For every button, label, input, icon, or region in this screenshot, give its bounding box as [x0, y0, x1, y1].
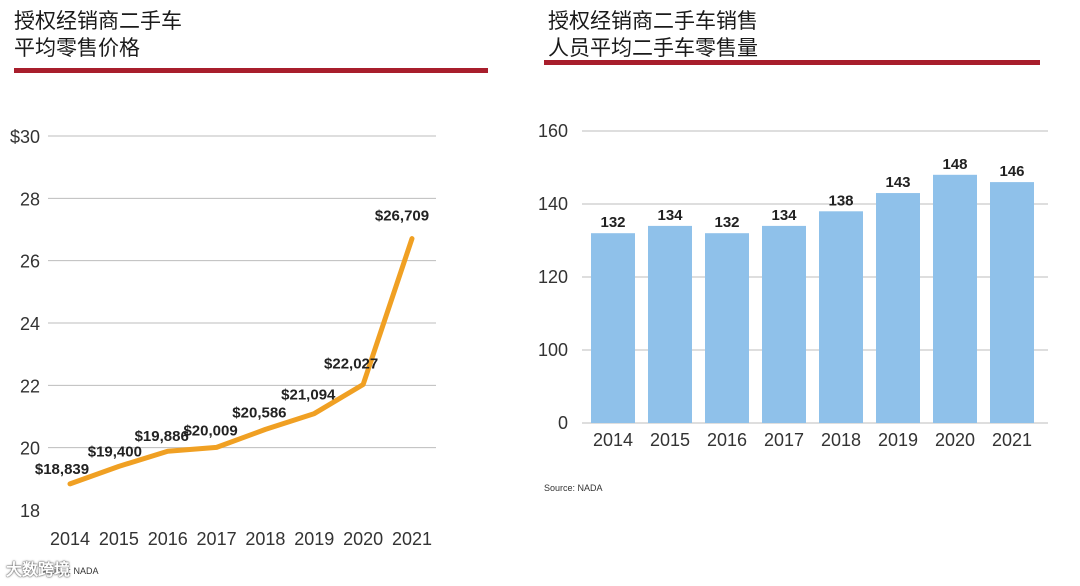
- right-data-label: 146: [999, 163, 1024, 180]
- right-chart-source: Source: NADA: [544, 483, 603, 493]
- right-data-label: 134: [657, 207, 683, 224]
- left-x-tick-label: 2017: [197, 529, 237, 549]
- left-data-label: $22,027: [324, 355, 378, 372]
- right-data-label: 134: [771, 207, 797, 224]
- right-y-tick-label: 120: [538, 267, 568, 287]
- left-data-point: [411, 238, 413, 240]
- right-chart-title: 授权经销商二手车销售 人员平均二手车零售量: [548, 8, 758, 62]
- left-data-label: $19,400: [88, 443, 142, 460]
- right-data-label: 148: [942, 156, 967, 173]
- right-bar: [762, 225, 806, 423]
- left-y-tick-label: 20: [20, 439, 40, 459]
- left-chart-title: 授权经销商二手车 平均零售价格: [14, 8, 182, 62]
- left-chart-panel: 授权经销商二手车 平均零售价格 18 20 22 24 26 28 $30 2014 2015 2…: [0, 0, 520, 586]
- left-data-point: [362, 383, 364, 385]
- right-x-tick-label: 2015: [650, 430, 690, 450]
- left-x-tick-label: 2015: [99, 529, 139, 549]
- left-y-tick-label: 26: [20, 252, 40, 272]
- right-data-label: 143: [885, 174, 910, 191]
- right-bar: [933, 174, 977, 423]
- right-y-tick-label: 0: [558, 413, 568, 433]
- left-x-tick-label: 2018: [245, 529, 285, 549]
- right-data-label: 132: [714, 214, 739, 231]
- right-y-tick-label: 140: [538, 194, 568, 214]
- left-data-label: $20,586: [232, 404, 286, 421]
- right-x-tick-label: 2020: [935, 430, 975, 450]
- left-chart-title-line-2: 平均零售价格: [14, 36, 140, 60]
- left-data-label: $20,009: [183, 422, 237, 439]
- right-chart-title-line-2: 人员平均二手车零售量: [548, 36, 758, 60]
- left-data-label: $18,839: [35, 461, 89, 478]
- left-x-tick-label: 2016: [148, 529, 188, 549]
- left-y-tick-label: 18: [20, 501, 40, 521]
- left-y-tick-label: $30: [10, 127, 40, 147]
- right-bar: [648, 225, 692, 423]
- left-data-point: [313, 413, 315, 415]
- left-y-tick-label: 28: [20, 189, 40, 209]
- left-data-point: [167, 450, 169, 452]
- right-x-tick-label: 2019: [878, 430, 918, 450]
- left-title-rule: [14, 68, 488, 73]
- right-x-tick-label: 2021: [992, 430, 1032, 450]
- left-data-label: $21,094: [281, 387, 336, 404]
- right-data-label: 132: [600, 214, 625, 231]
- right-y-tick-label: 100: [538, 340, 568, 360]
- right-bar: [705, 233, 749, 423]
- right-bar: [990, 182, 1034, 423]
- right-title-rule: [544, 60, 1040, 65]
- left-data-label: $26,709: [375, 208, 429, 225]
- left-data-point: [69, 483, 71, 485]
- left-chart-source: Source: NADA: [40, 566, 99, 576]
- left-x-tick-label: 2019: [294, 529, 334, 549]
- left-x-tick-label: 2020: [343, 529, 383, 549]
- left-x-tick-label: 2021: [392, 529, 432, 549]
- left-series-line: [67, 236, 415, 487]
- left-line-chart: 18 20 22 24 26 28 $30 2014 2015 2016 2017 2018 2019 2…: [10, 127, 436, 549]
- right-bar: [876, 193, 920, 423]
- left-data-point: [118, 465, 120, 467]
- right-y-tick-label: 160: [538, 121, 568, 141]
- left-data-point: [264, 428, 266, 430]
- left-data-label: $19,886: [135, 428, 189, 445]
- right-chart-panel: 授权经销商二手车销售 人员平均二手车零售量 0 100 120 140 160 132 20…: [538, 0, 1080, 586]
- right-chart-title-line-1: 授权经销商二手车销售: [548, 9, 758, 33]
- right-x-tick-label: 2014: [593, 430, 633, 450]
- left-y-tick-label: 22: [20, 376, 40, 396]
- brand-watermark: 大数跨境: [6, 560, 71, 579]
- right-bar: [591, 233, 635, 423]
- right-x-tick-label: 2017: [764, 430, 804, 450]
- left-x-tick-label: 2014: [50, 529, 90, 549]
- right-bar: [819, 211, 863, 423]
- right-x-tick-label: 2016: [707, 430, 747, 450]
- right-bar-chart: 0 100 120 140 160 132 2014 134 2015 132 2016 134 201…: [538, 121, 1048, 450]
- left-data-point: [216, 446, 218, 448]
- right-x-tick-label: 2018: [821, 430, 861, 450]
- left-chart-title-line-1: 授权经销商二手车: [14, 9, 182, 33]
- right-data-label: 138: [828, 192, 853, 209]
- left-y-tick-label: 24: [20, 314, 40, 334]
